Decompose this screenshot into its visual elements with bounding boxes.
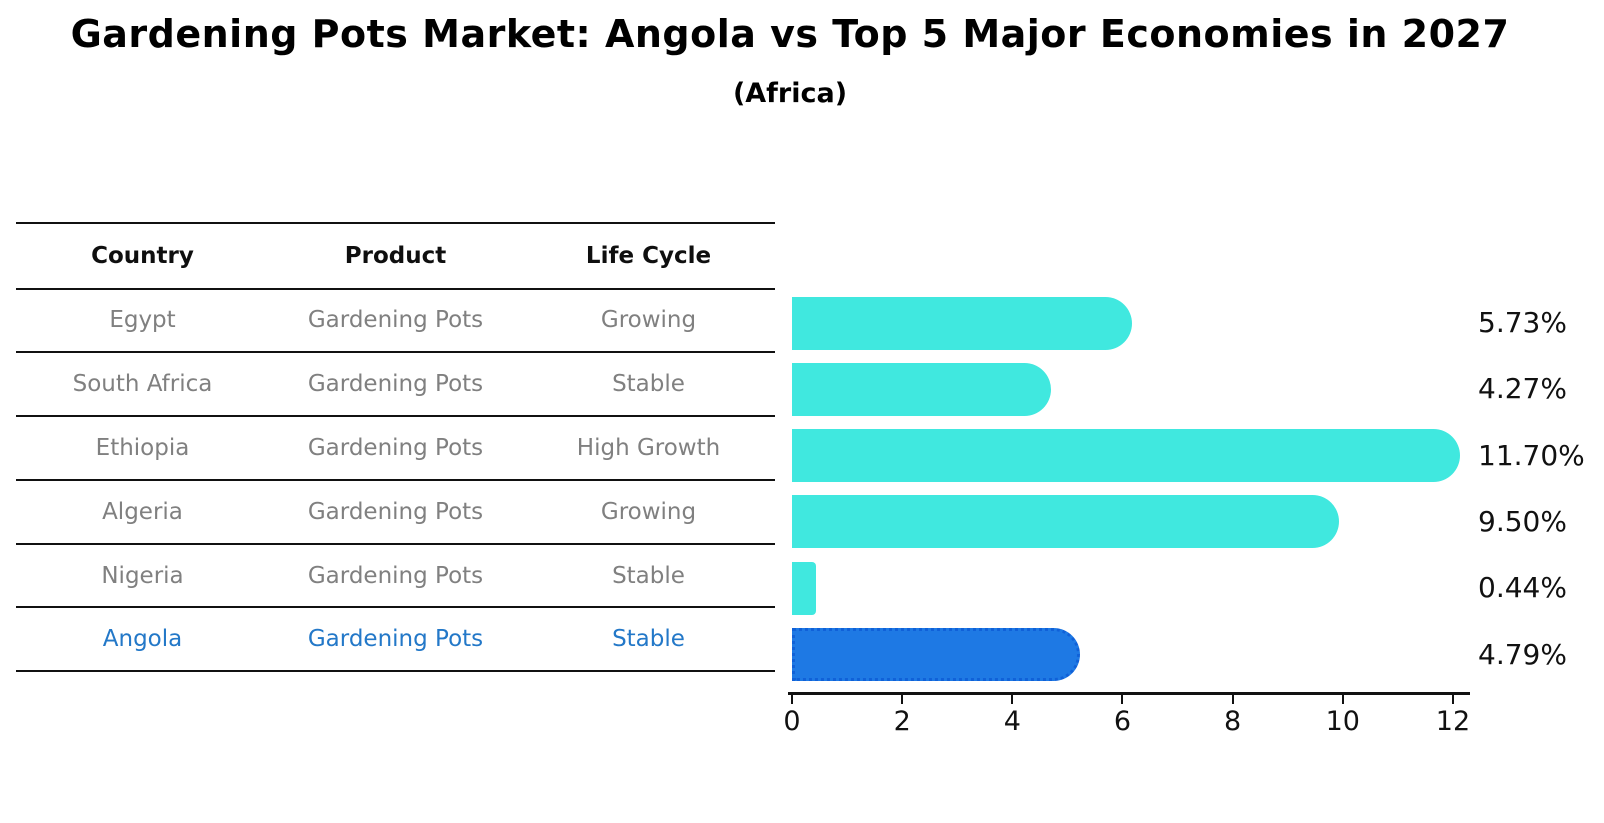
- value-label-nigeria: 0.44%: [1478, 571, 1567, 605]
- bar-plot-area: [792, 290, 1470, 688]
- value-label-algeria: 9.50%: [1478, 504, 1567, 538]
- cell-life-cycle: Stable: [612, 562, 685, 589]
- table-header-row: Country Product Life Cycle: [16, 224, 775, 290]
- x-tick-label: 12: [1435, 706, 1471, 737]
- bar-south-africa: [792, 362, 1052, 416]
- bar-ethiopia: [792, 429, 1461, 483]
- x-tick-mark: [1231, 694, 1234, 704]
- x-tick-label: 0: [783, 706, 801, 737]
- table-row-ethiopia: Ethiopia Gardening Pots High Growth: [16, 417, 775, 481]
- cell-country: South Africa: [72, 371, 213, 398]
- cell-product: Gardening Pots: [307, 626, 484, 653]
- bar-egypt: [792, 296, 1132, 350]
- x-tick-label: 4: [1003, 706, 1021, 737]
- cell-life-cycle: Stable: [612, 371, 685, 398]
- x-tick-label: 2: [893, 706, 911, 737]
- bar-nigeria: [792, 561, 817, 615]
- x-tick-label: 10: [1325, 706, 1360, 737]
- chart-title: Gardening Pots Market: Angola vs Top 5 M…: [70, 12, 1510, 56]
- bar-algeria: [792, 495, 1340, 549]
- table-row-angola: Angola Gardening Pots Stable: [16, 608, 775, 673]
- bar-angola-highlighted: [792, 628, 1080, 682]
- cell-country: Egypt: [109, 307, 176, 334]
- cell-life-cycle: Growing: [600, 307, 697, 334]
- cell-product: Gardening Pots: [307, 434, 484, 461]
- country-table: Country Product Life Cycle Egypt Gardeni…: [16, 222, 775, 673]
- cell-life-cycle: High Growth: [576, 434, 721, 461]
- value-label-ethiopia: 11.70%: [1478, 438, 1585, 472]
- cell-country: Algeria: [102, 498, 183, 525]
- chart-subtitle: (Africa): [732, 78, 848, 109]
- cell-life-cycle: Growing: [600, 498, 697, 525]
- x-axis-line: [788, 692, 1470, 695]
- cell-product: Gardening Pots: [307, 562, 484, 589]
- x-tick-mark: [791, 694, 793, 704]
- x-tick-mark: [1011, 694, 1014, 704]
- cell-product: Gardening Pots: [307, 498, 484, 525]
- x-axis: 0 2 4 6 8 10 12: [783, 692, 1470, 752]
- table-row-nigeria: Nigeria Gardening Pots Stable: [16, 545, 775, 609]
- table-row-south-africa: South Africa Gardening Pots Stable: [16, 353, 775, 418]
- x-tick-mark: [1451, 694, 1454, 704]
- value-label-south-africa: 4.27%: [1478, 372, 1567, 406]
- col-header-life-cycle: Life Cycle: [585, 242, 712, 269]
- cell-life-cycle: Stable: [612, 626, 685, 653]
- cell-country: Ethiopia: [95, 434, 190, 461]
- cell-country: Nigeria: [101, 562, 184, 589]
- x-tick-mark: [901, 694, 904, 704]
- col-header-product: Product: [344, 242, 447, 269]
- cell-product: Gardening Pots: [307, 371, 484, 398]
- table-row-egypt: Egypt Gardening Pots Growing: [16, 290, 775, 354]
- value-label-egypt: 5.73%: [1478, 306, 1567, 339]
- cell-country: Angola: [102, 626, 183, 653]
- x-tick-mark: [1341, 694, 1344, 704]
- table-row-algeria: Algeria Gardening Pots Growing: [16, 481, 775, 545]
- cell-product: Gardening Pots: [307, 307, 484, 334]
- x-tick-label: 8: [1224, 706, 1242, 737]
- col-header-country: Country: [91, 242, 194, 269]
- value-label-angola: 4.79%: [1478, 637, 1567, 671]
- x-tick-label: 6: [1113, 706, 1132, 737]
- x-tick-mark: [1121, 694, 1124, 704]
